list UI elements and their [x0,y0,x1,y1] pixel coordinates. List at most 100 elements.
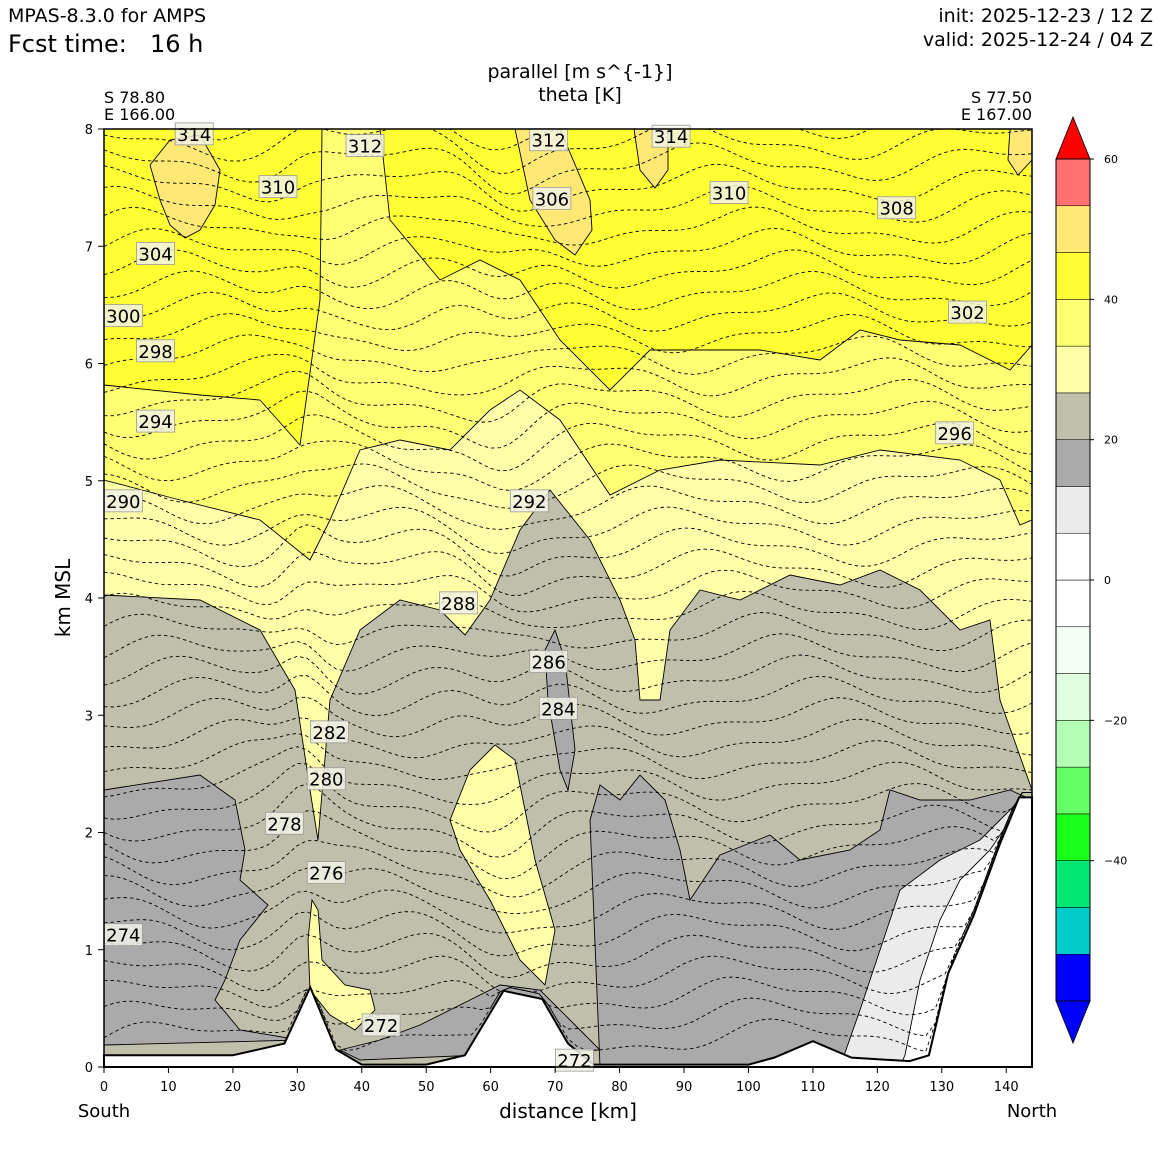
theta-label-box [345,134,385,157]
wind-contour-line [839,799,1032,1067]
colorbar-tick-label: 20 [1104,434,1118,447]
theta-isentrope-line [104,792,1032,1037]
x-tick-label: 130 [929,1080,954,1095]
x-tick-label: 140 [994,1080,1019,1095]
theta-label: 286 [531,652,565,673]
theta-label: 310 [712,183,746,204]
theta-label-box [935,421,975,445]
colorbar-segment [1055,532,1091,581]
fcst-time-label: Fcst time: [8,30,127,58]
theta-contour-labels: 314 312 312 314 310 306 310 308 304 302 300 298 294 2… [103,122,987,1072]
x-tick-label: 110 [800,1080,825,1095]
valid-time: valid: 2025-12-24 / 04 Z [923,29,1153,51]
x-tick-label: 10 [160,1080,177,1095]
theta-label-box [258,175,298,199]
right-endpoint-lon: E 167.00 [961,105,1032,124]
theta-label: 288 [441,594,475,615]
theta-label-box [948,300,987,324]
colorbar-max-extension [1055,115,1091,160]
wind-contour-line [307,898,376,1031]
theta-isentrope-line [104,792,1032,934]
colorbar-tick-label: −40 [1104,855,1127,868]
theta-label: 310 [261,178,295,199]
left-endpoint-lon: E 166.00 [104,105,175,124]
theta-isentrope-line [104,792,1032,957]
theta-isentrope-line [104,612,1032,651]
theta-label: 294 [138,412,172,433]
fcst-time-value: 16 h [150,30,203,58]
colorbar-min-extension [1055,1000,1091,1045]
theta-isentrope-line [104,206,1032,246]
colorbar-segment [1055,813,1091,861]
x-tick-label: 40 [354,1080,371,1095]
model-title: MPAS-8.3.0 for AMPS [8,5,206,27]
theta-label: 312 [531,131,565,152]
theta-label: 274 [106,926,140,947]
theta-isentrope-line [104,590,1032,630]
theta-isentrope-line [104,654,1032,695]
colorbar-segment [1055,673,1091,721]
x-tick-label: 100 [736,1080,761,1095]
theta-isentrope-line [104,353,1032,397]
theta-isentrope-line [104,270,1032,311]
theta-isentrope-line [104,506,1032,555]
theta-label-box [538,696,578,720]
colorbar-segment [1055,345,1091,394]
y-axis-ticks: 0 1 2 3 4 5 6 7 8 [85,123,104,1076]
theta-label: 298 [138,342,172,363]
theta-isentrope-line [104,792,1032,979]
theta-isentrope-line [104,414,1032,472]
colorbar-segment [1055,720,1091,768]
y-tick-label: 6 [85,358,93,373]
theta-label-box [532,186,572,210]
theta-isentrope-line [104,792,1032,1053]
theta-label: 304 [138,244,172,265]
theta-label: 306 [535,189,569,210]
colorbar-segment [1055,439,1091,487]
theta-isentrope-line [104,370,1032,423]
y-tick-label: 3 [85,709,93,724]
x-tick-label: 90 [676,1080,693,1095]
wind-contour-line [449,744,556,986]
theta-isentrope-line [104,485,1032,530]
theta-label: 296 [937,424,971,445]
theta-isentrope-line [104,792,1032,994]
theta-label-box [136,242,175,265]
theta-label-box [439,591,478,615]
theta-isentrope-line [104,228,1032,267]
wind-contour-line [633,129,669,189]
colorbar-segment [1055,252,1091,300]
y-tick-label: 7 [85,240,93,255]
theta-label-box [529,650,569,673]
field-40-45-d [1008,129,1032,175]
wind-filled-contours [104,129,1032,1067]
x-tick-label: 120 [865,1080,890,1095]
theta-label: 314 [654,127,688,148]
theta-isentrope-line [104,548,1032,596]
colorbar-segment [1055,766,1091,815]
x-left-direction-label: South [78,1101,130,1122]
theta-label-box [361,1013,401,1037]
colorbar-tick-label: −20 [1104,714,1127,727]
theta-label: 302 [950,303,984,324]
colorbar-ticks: 60 40 20 0 −20 −40 [1090,153,1127,868]
field-pocket-b [308,900,375,1030]
y-tick-label: 1 [85,944,93,959]
theta-isentrope-line [104,792,1032,914]
theta-label: 308 [879,199,913,220]
y-tick-label: 8 [85,123,93,138]
theta-isentrope-line [104,569,1032,613]
theta-isentrope-line [104,732,1032,780]
right-endpoint-lat: S 77.50 [971,88,1032,107]
theta-label: 272 [557,1051,591,1072]
colorbar-tick-label: 0 [1104,574,1111,587]
wind-contour-line [104,489,1032,1067]
y-tick-label: 5 [85,475,93,490]
x-tick-label: 20 [225,1080,242,1095]
theta-contours [104,129,1032,1053]
wind-contour-line [104,129,1032,1067]
theta-label-box [306,861,346,884]
colorbar-segment [1055,953,1091,1002]
theta-isentrope-line [104,746,1032,806]
colorbar-tick-label: 40 [1104,293,1118,306]
